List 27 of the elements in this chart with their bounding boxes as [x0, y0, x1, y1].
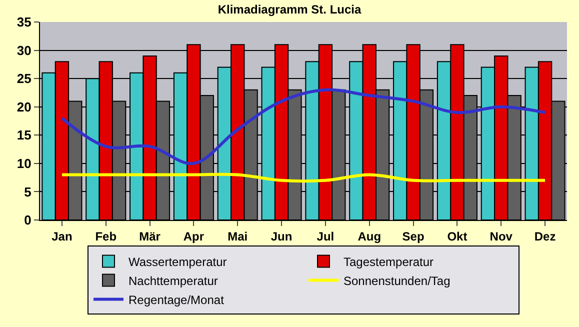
x-tick-label: Apr: [183, 229, 204, 244]
x-tick-label: Jan: [52, 229, 72, 244]
x-tick-label: Nov: [490, 229, 513, 244]
x-tick-label: Jul: [316, 229, 334, 244]
y-tick-label: 30: [16, 42, 32, 58]
chart-title: Klimadiagramm St. Lucia: [218, 2, 362, 16]
x-tick-label: Jun: [270, 229, 292, 244]
legend-label: Regentage/Monat: [128, 292, 225, 307]
x-tick-label: Aug: [358, 229, 382, 244]
legend-label: Nachttemperatur: [128, 274, 218, 288]
line-series: [60, 88, 547, 166]
y-tick-label: 10: [16, 156, 32, 171]
x-tick-label: Sep: [402, 229, 424, 244]
x-tick-label: Mai: [228, 229, 248, 244]
x-tick-label: Feb: [95, 229, 117, 244]
y-tick-label: 15: [16, 128, 32, 143]
y-tick-label: 35: [16, 14, 32, 30]
x-tick-label: Dez: [534, 229, 556, 244]
y-tick-label: 25: [16, 71, 32, 86]
y-tick-label: 5: [24, 184, 32, 200]
legend-label: Tagestemperatur: [344, 254, 434, 269]
y-tick-label: 20: [16, 99, 32, 114]
legend-label: Sonnenstunden/Tag: [344, 274, 450, 288]
legend-label: Wassertemperatur: [128, 254, 227, 269]
y-tick-label: 0: [24, 212, 32, 228]
x-tick-label: Okt: [447, 229, 468, 244]
x-tick-label: Mär: [139, 229, 161, 244]
